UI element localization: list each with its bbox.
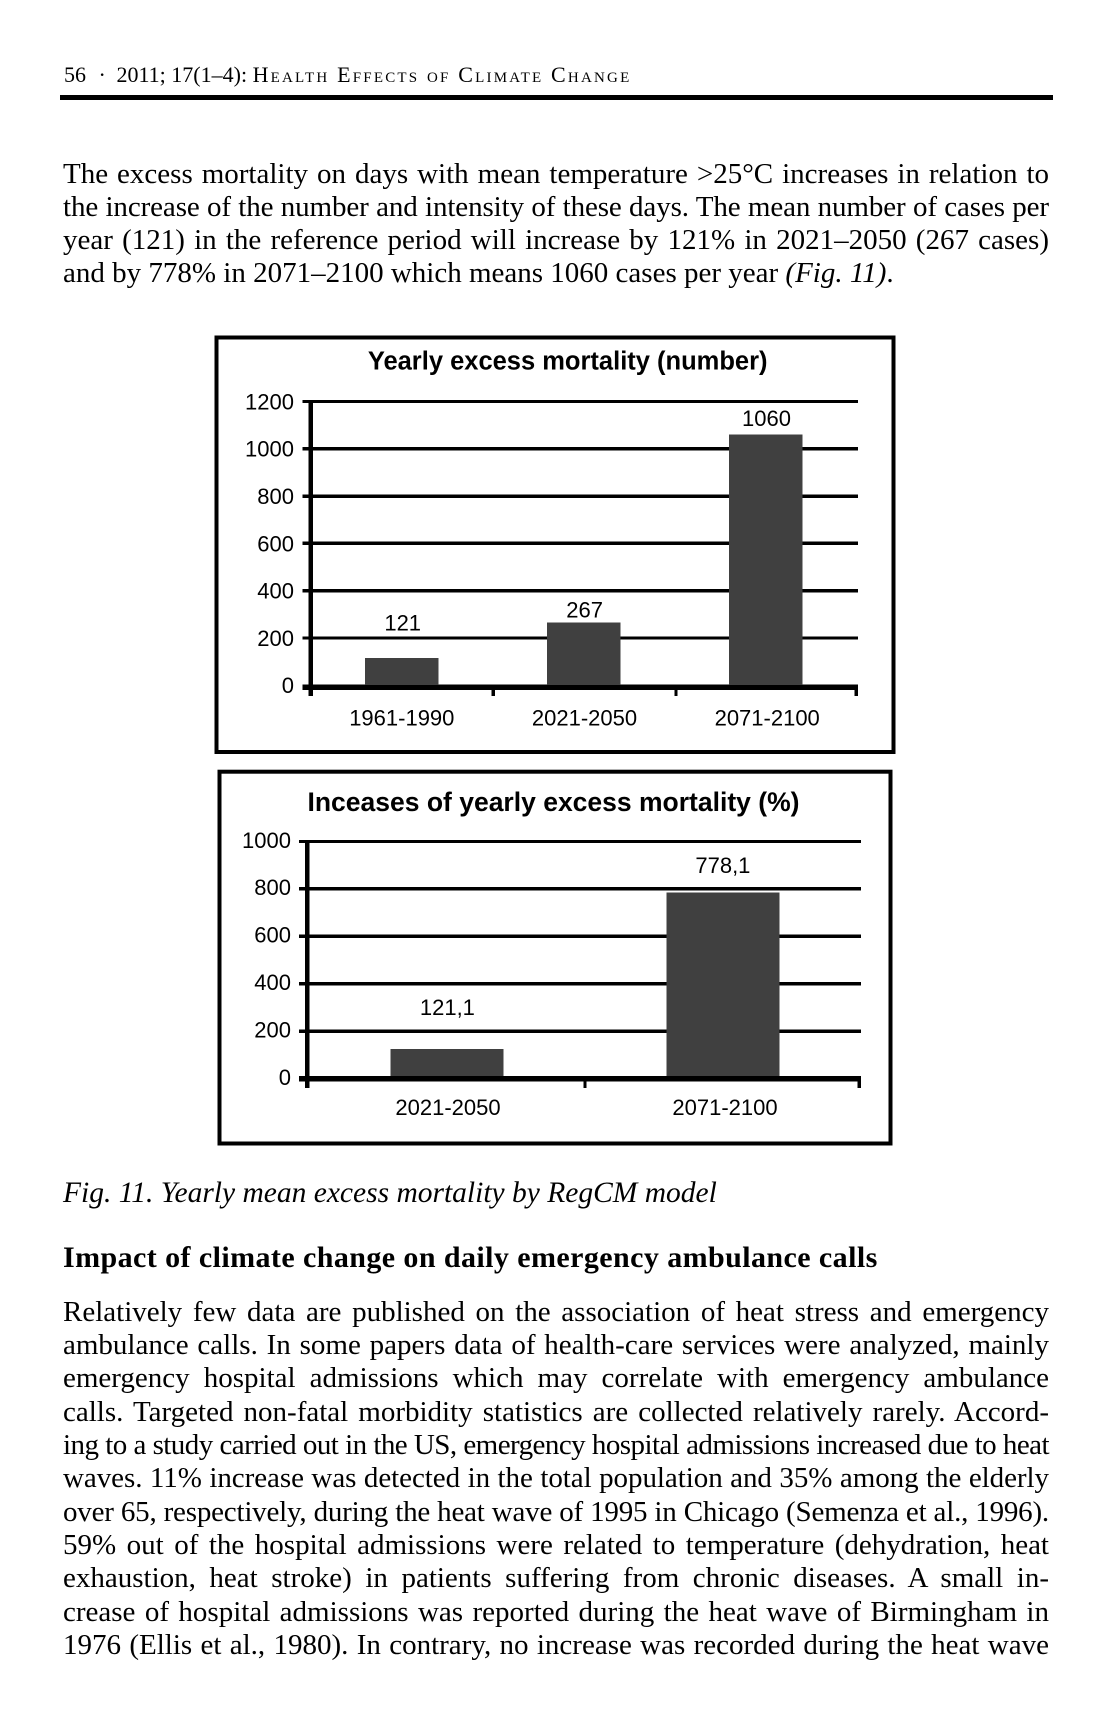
svg-text:121,1: 121,1	[420, 995, 475, 1020]
svg-text:0: 0	[279, 1065, 291, 1090]
svg-text:1961-1990: 1961-1990	[349, 705, 454, 730]
svg-text:2021-2050: 2021-2050	[532, 705, 637, 730]
svg-text:1000: 1000	[245, 437, 294, 462]
svg-text:1060: 1060	[742, 406, 791, 431]
svg-text:200: 200	[254, 1017, 291, 1042]
svg-text:600: 600	[254, 923, 291, 948]
svg-text:800: 800	[257, 484, 294, 509]
svg-text:778,1: 778,1	[695, 853, 750, 878]
svg-text:2071-2100: 2071-2100	[715, 705, 820, 730]
svg-text:1000: 1000	[242, 828, 291, 853]
svg-text:2021-2050: 2021-2050	[395, 1095, 500, 1120]
svg-text:800: 800	[254, 875, 291, 900]
svg-text:121: 121	[384, 610, 421, 635]
svg-text:Inceases of yearly excess mort: Inceases of yearly excess mortality (%)	[308, 787, 800, 817]
svg-text:1200: 1200	[245, 389, 294, 414]
svg-text:400: 400	[254, 970, 291, 995]
svg-text:0: 0	[282, 673, 294, 698]
svg-text:2071-2100: 2071-2100	[672, 1095, 777, 1120]
svg-text:200: 200	[257, 626, 294, 651]
svg-text:400: 400	[257, 579, 294, 604]
svg-text:267: 267	[566, 598, 603, 623]
svg-text:600: 600	[257, 531, 294, 556]
svg-text:Yearly excess mortality (numbe: Yearly excess mortality (number)	[368, 348, 768, 376]
